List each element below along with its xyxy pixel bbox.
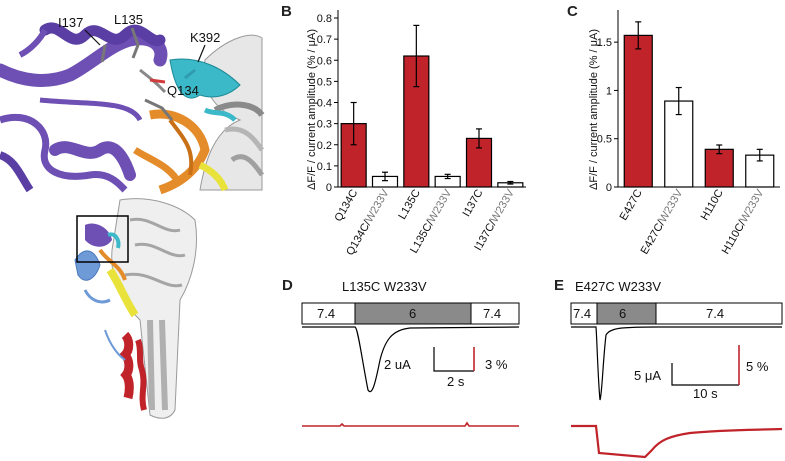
category-label: E427C/W233V bbox=[639, 187, 686, 257]
residue-label-i137: I137 bbox=[58, 15, 83, 30]
category-label-main: E427C/ bbox=[639, 218, 668, 257]
category-label-main: L135C bbox=[396, 187, 423, 221]
channel-overview-image bbox=[74, 198, 198, 419]
category-label: E427C bbox=[618, 187, 645, 222]
bar bbox=[403, 55, 430, 188]
y-tick-label: 0.1 bbox=[317, 161, 332, 173]
residue-label-q134: Q134 bbox=[167, 83, 199, 98]
category-label: H110C/W233V bbox=[720, 187, 767, 256]
y-tick-label: 0.4 bbox=[317, 98, 332, 110]
bar bbox=[704, 148, 734, 188]
fluorescence-trace-d bbox=[302, 421, 519, 427]
ph-label-d-1: 7.4 bbox=[317, 306, 335, 321]
ph-label-e-2: 6 bbox=[619, 306, 626, 321]
ph-bar-e-2 bbox=[596, 302, 657, 325]
bar bbox=[623, 34, 653, 188]
panel-b-chart: 0 0.1 0.2 0.3 0.4 0.5 0.6 0.7 0.8 Q134CQ134C/W233… bbox=[317, 10, 526, 258]
y-tick-label: 0.6 bbox=[317, 55, 332, 67]
panel-e: E E427C W233V 7.4 6 7.4 5 μA 10 s 5 % bbox=[554, 277, 783, 459]
category-label-suffix: W233V bbox=[363, 187, 392, 225]
panel-d: D L135C W233V 7.4 6 7.4 2 uA 2 s 3 % bbox=[282, 277, 520, 427]
residue-label-w233: W233 bbox=[83, 105, 117, 120]
ph-label-e-1: 7.4 bbox=[573, 306, 591, 321]
scale-fluor-d: 3 % bbox=[485, 357, 508, 372]
panel-a: A bbox=[0, 2, 265, 419]
scale-current-d: 2 uA bbox=[384, 357, 411, 372]
ph-label-e-3: 7.4 bbox=[706, 306, 724, 321]
panel-letter-b: B bbox=[281, 3, 292, 20]
scale-time-e: 10 s bbox=[693, 386, 718, 401]
panel-letter-d: D bbox=[282, 277, 293, 294]
category-label: I137C bbox=[461, 187, 486, 218]
scale-bar-d bbox=[433, 347, 474, 372]
panel-e-title: E427C W233V bbox=[575, 279, 661, 294]
ph-label-d-2: 6 bbox=[409, 306, 416, 321]
category-label-suffix: W233V bbox=[657, 187, 686, 225]
fluorescence-trace-e bbox=[571, 424, 783, 459]
panel-letter-c: C bbox=[567, 3, 578, 20]
category-label-main: Q134C bbox=[332, 187, 360, 223]
current-trace-d bbox=[302, 326, 520, 393]
current-trace-e bbox=[571, 326, 782, 401]
category-label-suffix: W233V bbox=[738, 187, 767, 225]
y-tick-label: 1 bbox=[606, 85, 612, 97]
ph-bar-d-3 bbox=[470, 302, 520, 325]
scale-current-e: 5 μA bbox=[634, 368, 661, 383]
y-tick-label: 0.3 bbox=[317, 119, 332, 131]
category-label-main: I137C bbox=[461, 187, 486, 218]
panel-c: C ΔF/F / current amplitude (% / μA) 0 0.5… bbox=[567, 3, 780, 257]
category-label-main: Q134C/ bbox=[344, 218, 374, 258]
bar bbox=[664, 100, 694, 188]
ph-bar-e-3 bbox=[655, 302, 783, 325]
category-label-suffix: W233V bbox=[426, 187, 455, 225]
category-label-main: E427C bbox=[618, 187, 645, 222]
structure-zoom-image bbox=[0, 2, 265, 195]
panel-b-y-label: ΔF/F / current amplitude (% / μA) bbox=[306, 29, 318, 190]
panel-letter-e: E bbox=[554, 277, 564, 294]
y-tick-label: 0 bbox=[326, 182, 332, 194]
category-label-main: H110C bbox=[699, 187, 726, 222]
category-label-main: H110C/ bbox=[720, 218, 749, 256]
ph-label-d-3: 7.4 bbox=[483, 306, 501, 321]
y-tick-label: 0.8 bbox=[317, 13, 332, 25]
residue-label-k392: K392 bbox=[190, 30, 220, 45]
scale-time-d: 2 s bbox=[447, 374, 465, 389]
category-label: Q134C bbox=[332, 187, 360, 223]
y-tick-label: 0.7 bbox=[317, 34, 332, 46]
y-tick-label: 0 bbox=[606, 182, 612, 194]
bar bbox=[745, 154, 775, 188]
panel-b: B ΔF/F / current amplitude (% / μA) 0 0.1… bbox=[281, 3, 526, 258]
panel-c-y-label: ΔF/F / current amplitude (% / μA) bbox=[588, 29, 600, 190]
panel-d-title: L135C W233V bbox=[342, 279, 427, 294]
scale-fluor-e: 5 % bbox=[746, 359, 769, 374]
y-tick-label: 0.2 bbox=[317, 140, 332, 152]
y-tick-label: 0.5 bbox=[317, 76, 332, 88]
category-label: L135C bbox=[396, 187, 423, 221]
zoom-region-box bbox=[76, 215, 129, 263]
category-label: H110C bbox=[699, 187, 726, 222]
scale-bar-e bbox=[671, 363, 739, 386]
y-tick-label: 0.5 bbox=[597, 134, 612, 146]
residue-label-l135: L135 bbox=[114, 12, 143, 27]
category-label-suffix: W233V bbox=[489, 187, 518, 225]
y-tick-label: 1.5 bbox=[597, 37, 612, 49]
